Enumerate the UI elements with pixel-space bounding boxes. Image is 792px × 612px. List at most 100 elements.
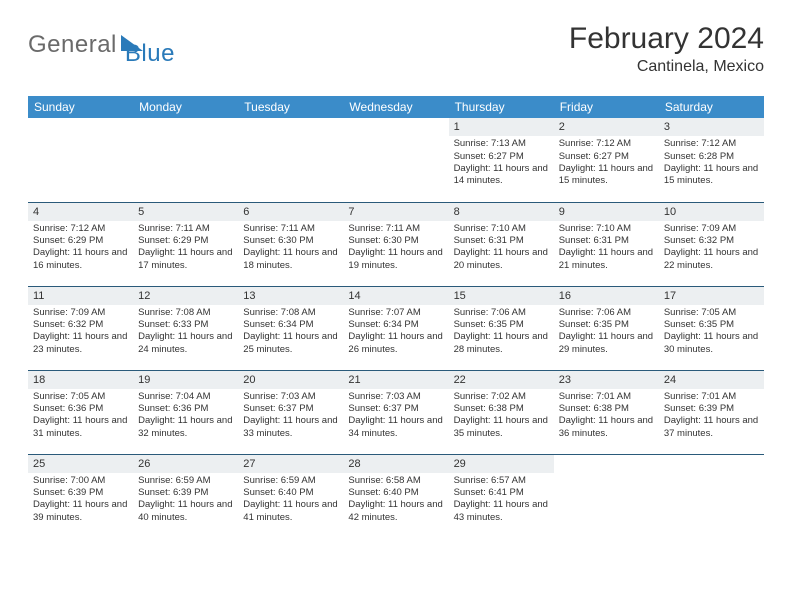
- daylight-text: Daylight: 11 hours and 28 minutes.: [454, 331, 549, 356]
- sunrise-text: Sunrise: 7:05 AM: [664, 307, 759, 319]
- day-header: Saturday: [659, 96, 764, 118]
- daylight-text: Daylight: 11 hours and 18 minutes.: [243, 247, 338, 272]
- day-number: 6: [238, 203, 343, 221]
- sunset-text: Sunset: 6:29 PM: [138, 235, 233, 247]
- sunrise-text: Sunrise: 7:06 AM: [559, 307, 654, 319]
- day-number: 25: [28, 455, 133, 473]
- day-cell: 17Sunrise: 7:05 AMSunset: 6:35 PMDayligh…: [659, 286, 764, 370]
- day-cell: [343, 118, 448, 202]
- sunset-text: Sunset: 6:36 PM: [138, 403, 233, 415]
- day-details: Sunrise: 7:00 AMSunset: 6:39 PMDaylight:…: [28, 473, 133, 528]
- day-number: 19: [133, 371, 238, 389]
- day-number: 3: [659, 118, 764, 136]
- daylight-text: Daylight: 11 hours and 33 minutes.: [243, 415, 338, 440]
- day-details: Sunrise: 7:05 AMSunset: 6:36 PMDaylight:…: [28, 389, 133, 444]
- sunrise-text: Sunrise: 7:09 AM: [664, 223, 759, 235]
- sunset-text: Sunset: 6:33 PM: [138, 319, 233, 331]
- daylight-text: Daylight: 11 hours and 37 minutes.: [664, 415, 759, 440]
- day-number: 29: [449, 455, 554, 473]
- sunrise-text: Sunrise: 7:08 AM: [243, 307, 338, 319]
- day-cell: 26Sunrise: 6:59 AMSunset: 6:39 PMDayligh…: [133, 454, 238, 538]
- day-details: Sunrise: 6:58 AMSunset: 6:40 PMDaylight:…: [343, 473, 448, 528]
- sunset-text: Sunset: 6:40 PM: [243, 487, 338, 499]
- daylight-text: Daylight: 11 hours and 26 minutes.: [348, 331, 443, 356]
- sunrise-text: Sunrise: 7:04 AM: [138, 391, 233, 403]
- day-number: 13: [238, 287, 343, 305]
- sunrise-text: Sunrise: 6:59 AM: [138, 475, 233, 487]
- sunset-text: Sunset: 6:31 PM: [559, 235, 654, 247]
- daylight-text: Daylight: 11 hours and 14 minutes.: [454, 163, 549, 188]
- day-cell: 24Sunrise: 7:01 AMSunset: 6:39 PMDayligh…: [659, 370, 764, 454]
- sunset-text: Sunset: 6:35 PM: [454, 319, 549, 331]
- day-details: Sunrise: 7:07 AMSunset: 6:34 PMDaylight:…: [343, 305, 448, 360]
- day-details: Sunrise: 7:03 AMSunset: 6:37 PMDaylight:…: [238, 389, 343, 444]
- empty-cell: [554, 455, 659, 473]
- sunrise-text: Sunrise: 7:01 AM: [559, 391, 654, 403]
- day-header: Wednesday: [343, 96, 448, 118]
- sunrise-text: Sunrise: 7:13 AM: [454, 138, 549, 150]
- daylight-text: Daylight: 11 hours and 34 minutes.: [348, 415, 443, 440]
- day-cell: 16Sunrise: 7:06 AMSunset: 6:35 PMDayligh…: [554, 286, 659, 370]
- sunset-text: Sunset: 6:37 PM: [348, 403, 443, 415]
- day-details: Sunrise: 6:57 AMSunset: 6:41 PMDaylight:…: [449, 473, 554, 528]
- day-number: 20: [238, 371, 343, 389]
- logo-text-blue: Blue: [125, 40, 175, 68]
- daylight-text: Daylight: 11 hours and 24 minutes.: [138, 331, 233, 356]
- day-header: Friday: [554, 96, 659, 118]
- week-row: 11Sunrise: 7:09 AMSunset: 6:32 PMDayligh…: [28, 286, 764, 370]
- sunset-text: Sunset: 6:29 PM: [33, 235, 128, 247]
- day-details: Sunrise: 7:13 AMSunset: 6:27 PMDaylight:…: [449, 136, 554, 191]
- day-header: Monday: [133, 96, 238, 118]
- daylight-text: Daylight: 11 hours and 20 minutes.: [454, 247, 549, 272]
- day-cell: 25Sunrise: 7:00 AMSunset: 6:39 PMDayligh…: [28, 454, 133, 538]
- sunset-text: Sunset: 6:39 PM: [664, 403, 759, 415]
- day-cell: 12Sunrise: 7:08 AMSunset: 6:33 PMDayligh…: [133, 286, 238, 370]
- day-cell: 27Sunrise: 6:59 AMSunset: 6:40 PMDayligh…: [238, 454, 343, 538]
- daylight-text: Daylight: 11 hours and 25 minutes.: [243, 331, 338, 356]
- day-details: Sunrise: 7:10 AMSunset: 6:31 PMDaylight:…: [449, 221, 554, 276]
- day-cell: 5Sunrise: 7:11 AMSunset: 6:29 PMDaylight…: [133, 202, 238, 286]
- day-cell: 4Sunrise: 7:12 AMSunset: 6:29 PMDaylight…: [28, 202, 133, 286]
- day-cell: 15Sunrise: 7:06 AMSunset: 6:35 PMDayligh…: [449, 286, 554, 370]
- empty-cell: [343, 118, 448, 136]
- day-number: 8: [449, 203, 554, 221]
- day-header-row: SundayMondayTuesdayWednesdayThursdayFrid…: [28, 96, 764, 118]
- day-details: Sunrise: 7:09 AMSunset: 6:32 PMDaylight:…: [659, 221, 764, 276]
- daylight-text: Daylight: 11 hours and 23 minutes.: [33, 331, 128, 356]
- day-details: Sunrise: 7:12 AMSunset: 6:27 PMDaylight:…: [554, 136, 659, 191]
- sunset-text: Sunset: 6:38 PM: [559, 403, 654, 415]
- sunrise-text: Sunrise: 7:11 AM: [348, 223, 443, 235]
- sunrise-text: Sunrise: 7:10 AM: [559, 223, 654, 235]
- sunset-text: Sunset: 6:28 PM: [664, 151, 759, 163]
- day-header: Thursday: [449, 96, 554, 118]
- sunset-text: Sunset: 6:35 PM: [559, 319, 654, 331]
- day-cell: 8Sunrise: 7:10 AMSunset: 6:31 PMDaylight…: [449, 202, 554, 286]
- day-cell: 19Sunrise: 7:04 AMSunset: 6:36 PMDayligh…: [133, 370, 238, 454]
- sunset-text: Sunset: 6:27 PM: [559, 151, 654, 163]
- day-cell: 23Sunrise: 7:01 AMSunset: 6:38 PMDayligh…: [554, 370, 659, 454]
- empty-cell: [238, 118, 343, 136]
- location: Cantinela, Mexico: [569, 58, 764, 76]
- day-cell: 9Sunrise: 7:10 AMSunset: 6:31 PMDaylight…: [554, 202, 659, 286]
- daylight-text: Daylight: 11 hours and 17 minutes.: [138, 247, 233, 272]
- logo: General Blue: [28, 22, 175, 68]
- day-cell: 21Sunrise: 7:03 AMSunset: 6:37 PMDayligh…: [343, 370, 448, 454]
- sunset-text: Sunset: 6:40 PM: [348, 487, 443, 499]
- daylight-text: Daylight: 11 hours and 22 minutes.: [664, 247, 759, 272]
- empty-cell: [133, 118, 238, 136]
- day-details: Sunrise: 7:10 AMSunset: 6:31 PMDaylight:…: [554, 221, 659, 276]
- daylight-text: Daylight: 11 hours and 41 minutes.: [243, 499, 338, 524]
- title-block: February 2024 Cantinela, Mexico: [569, 22, 764, 76]
- sunrise-text: Sunrise: 7:12 AM: [664, 138, 759, 150]
- daylight-text: Daylight: 11 hours and 39 minutes.: [33, 499, 128, 524]
- day-details: Sunrise: 6:59 AMSunset: 6:40 PMDaylight:…: [238, 473, 343, 528]
- day-cell: [659, 454, 764, 538]
- empty-cell: [659, 455, 764, 473]
- day-cell: 22Sunrise: 7:02 AMSunset: 6:38 PMDayligh…: [449, 370, 554, 454]
- day-number: 17: [659, 287, 764, 305]
- sunset-text: Sunset: 6:30 PM: [348, 235, 443, 247]
- sunrise-text: Sunrise: 7:08 AM: [138, 307, 233, 319]
- week-row: 1Sunrise: 7:13 AMSunset: 6:27 PMDaylight…: [28, 118, 764, 202]
- day-cell: 14Sunrise: 7:07 AMSunset: 6:34 PMDayligh…: [343, 286, 448, 370]
- sunset-text: Sunset: 6:30 PM: [243, 235, 338, 247]
